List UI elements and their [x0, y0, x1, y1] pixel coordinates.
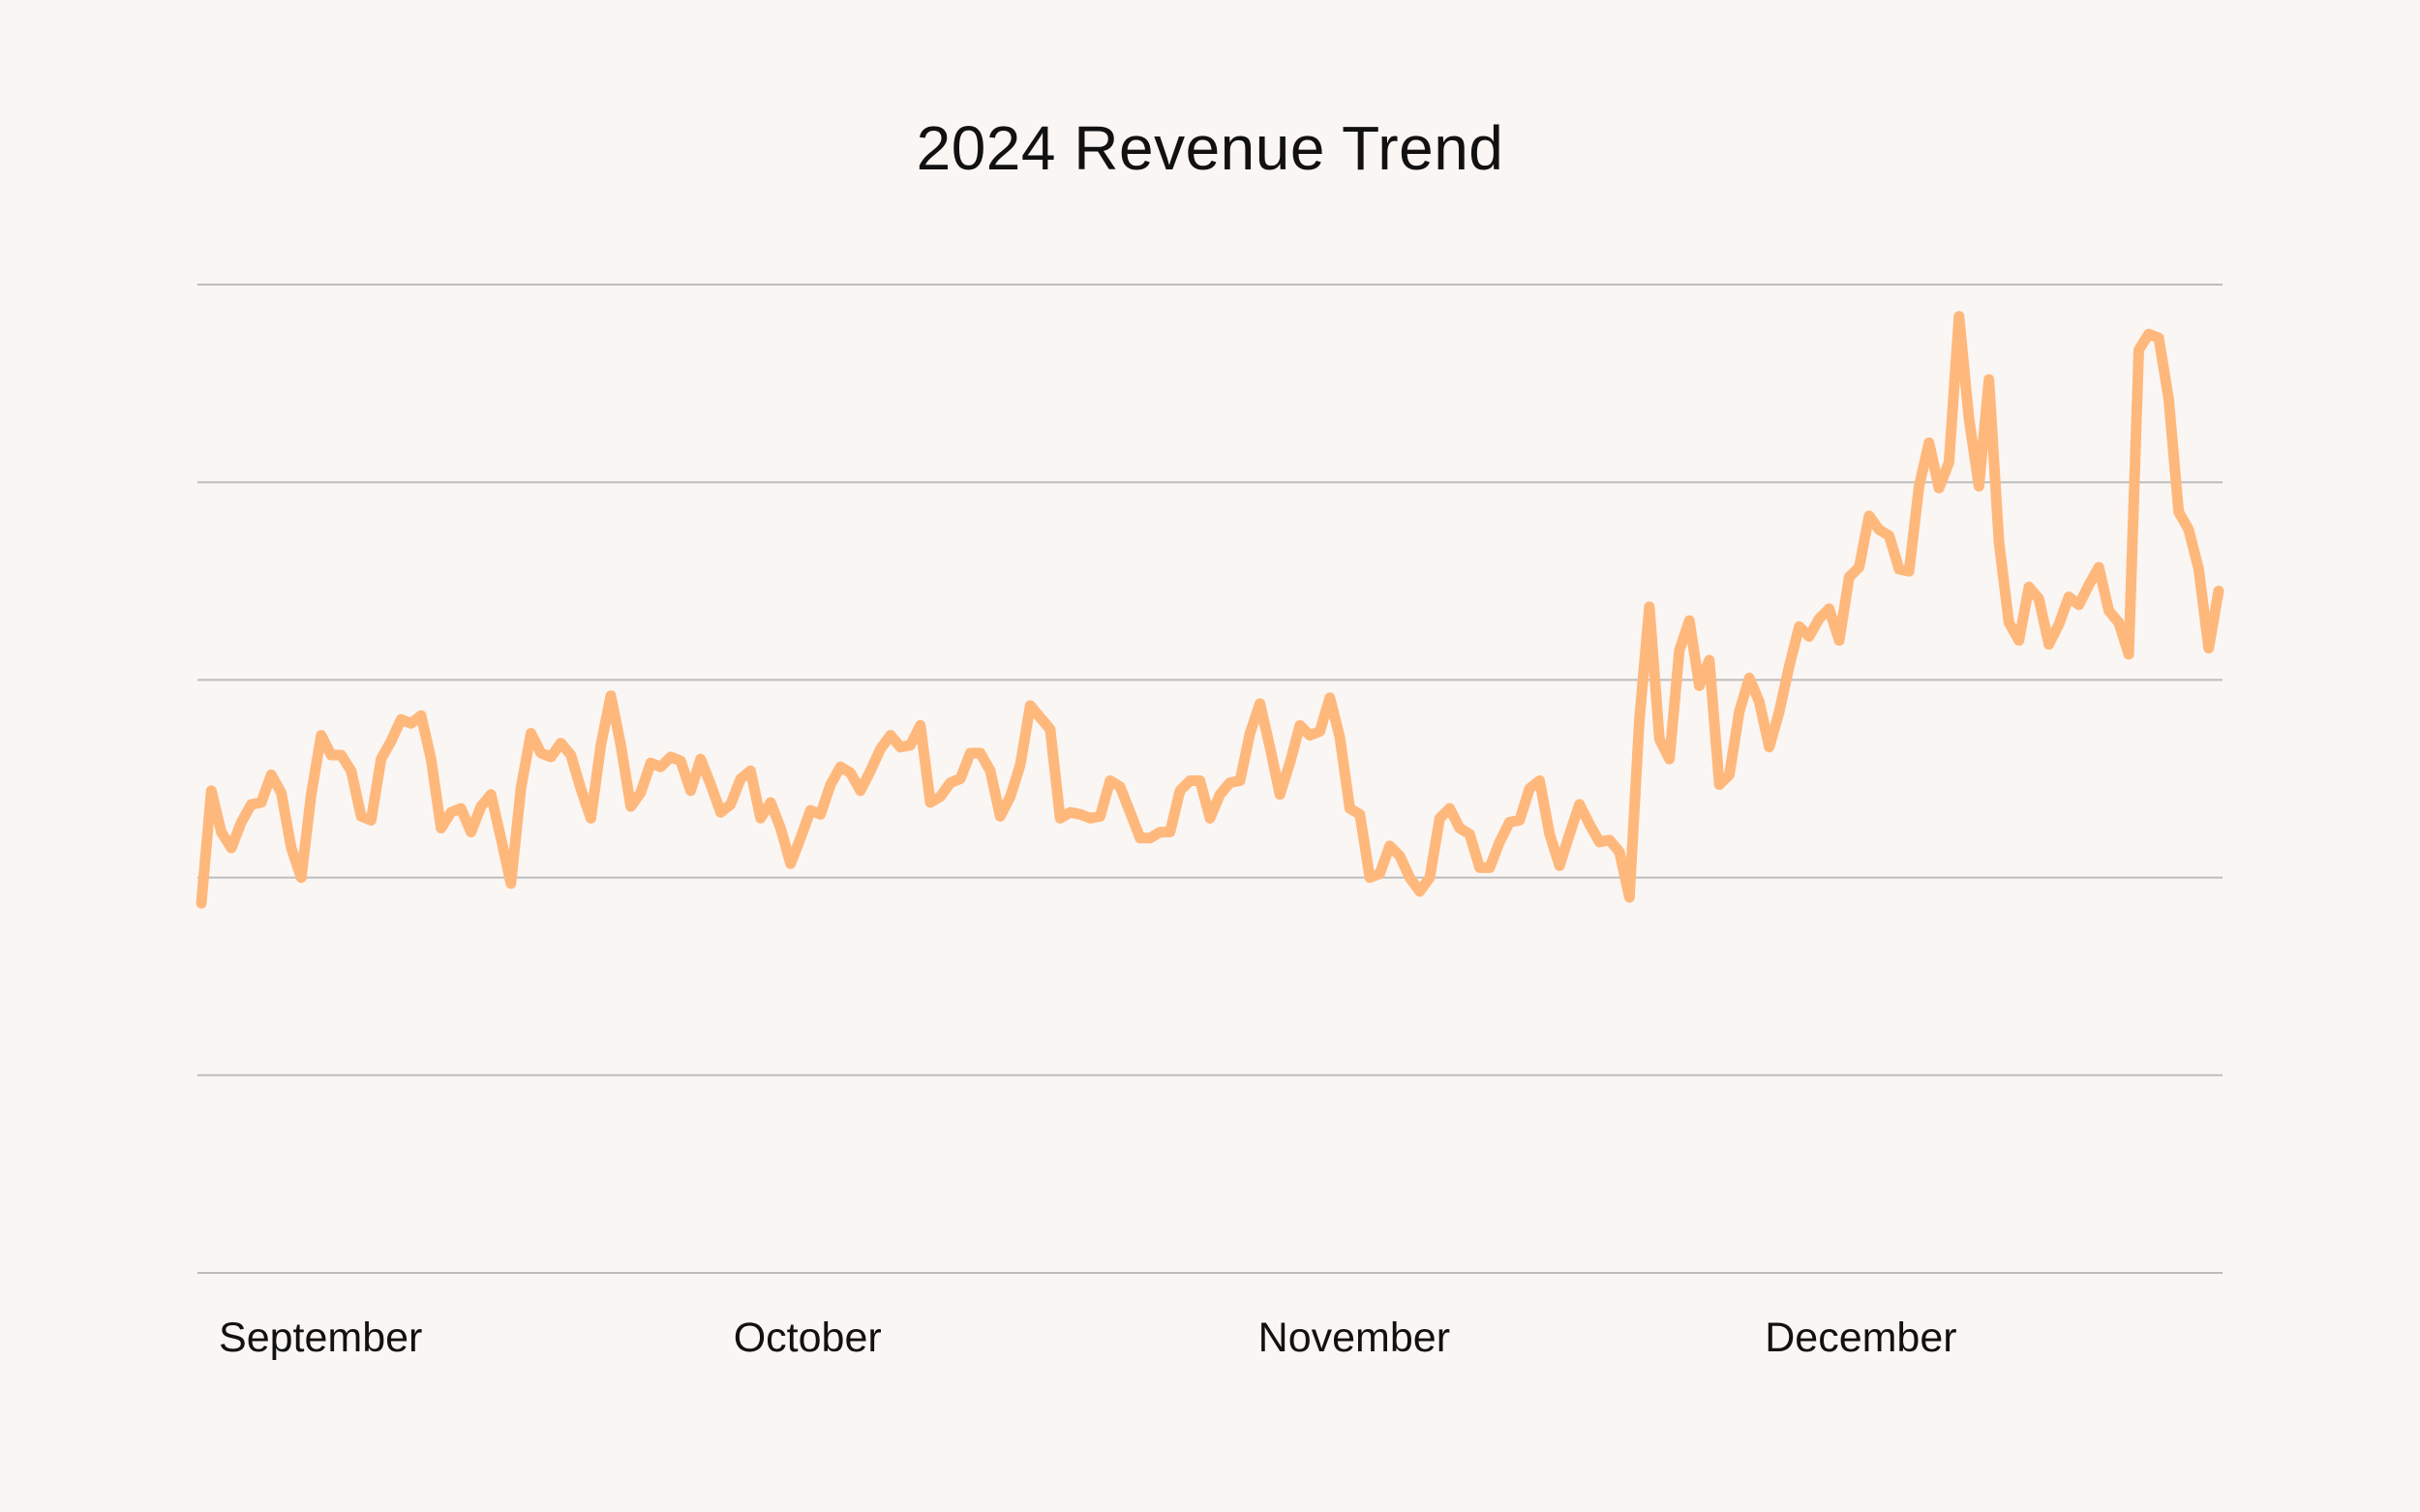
series-layer — [196, 311, 2224, 909]
series-line-revenue — [196, 311, 2224, 909]
chart-title: 2024 Revenue Trend — [916, 113, 1504, 183]
x-tick-label-september: September — [219, 1315, 422, 1361]
gridlines — [197, 284, 2223, 1274]
x-tick-label-december: December — [1765, 1315, 1956, 1361]
x-tick-label-november: November — [1258, 1315, 1450, 1361]
x-tick-label-october: October — [734, 1315, 882, 1361]
x-axis-ticks: September October November December — [219, 1315, 1957, 1361]
